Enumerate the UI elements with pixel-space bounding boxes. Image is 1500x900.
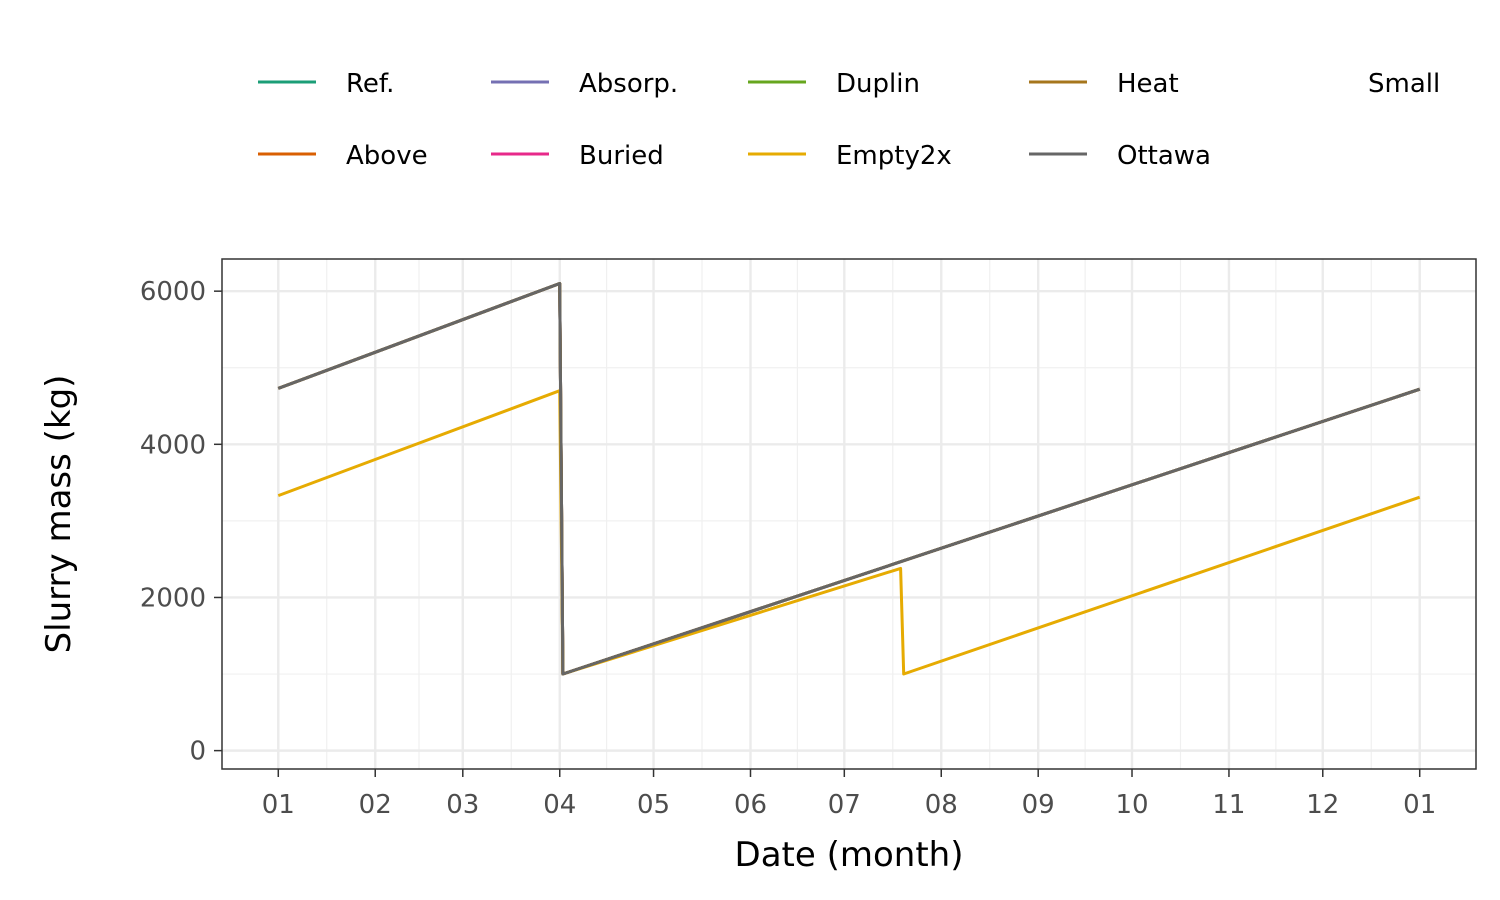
x-tick-label: 01: [262, 790, 295, 820]
x-axis-title: Date (month): [735, 835, 964, 875]
series-line-ottawa: [277, 282, 1421, 676]
legend-label-small: Small: [1368, 69, 1440, 99]
x-tick-label: 08: [925, 790, 958, 820]
y-tick-label: 0: [189, 737, 206, 767]
x-tick-label: 12: [1306, 790, 1339, 820]
legend-label-above: Above: [346, 141, 428, 171]
x-tick-label: 07: [828, 790, 861, 820]
grid-major: [222, 259, 1476, 769]
plot-panel: [222, 259, 1476, 769]
legend-label-buried: Buried: [579, 141, 664, 171]
series-lines: [277, 282, 1421, 676]
x-tick-label: 02: [359, 790, 392, 820]
y-tick-label: 4000: [140, 430, 206, 460]
legend-label-duplin: Duplin: [836, 69, 920, 99]
legend-label-absorp: Absorp.: [579, 69, 678, 99]
plot-border: [221, 258, 1477, 770]
legend: Ref. Above Absorp. Buried Duplin Empty2x Heat O…: [258, 69, 1440, 171]
legend-label-empty2x: Empty2x: [836, 141, 952, 171]
x-tick-label: 03: [446, 790, 479, 820]
x-tick-label: 11: [1212, 790, 1245, 820]
y-tick-label: 6000: [140, 277, 206, 307]
x-tick-label: 01: [1403, 790, 1436, 820]
series-line-empty2x: [277, 389, 1421, 676]
legend-label-ottawa: Ottawa: [1117, 141, 1211, 171]
x-tick-label: 06: [734, 790, 767, 820]
y-axis-title: Slurry mass (kg): [39, 375, 79, 654]
legend-label-heat: Heat: [1117, 69, 1179, 99]
x-tick-label: 04: [543, 790, 576, 820]
y-tick-label: 2000: [140, 583, 206, 613]
x-tick-label: 09: [1022, 790, 1055, 820]
legend-label-ref: Ref.: [346, 69, 394, 99]
x-tick-label: 10: [1115, 790, 1148, 820]
x-tick-label: 05: [637, 790, 670, 820]
axes: 01 02 03 04 05 06 07 08 09 10 11 12 01 0 2000 4000 6000: [140, 277, 1436, 820]
